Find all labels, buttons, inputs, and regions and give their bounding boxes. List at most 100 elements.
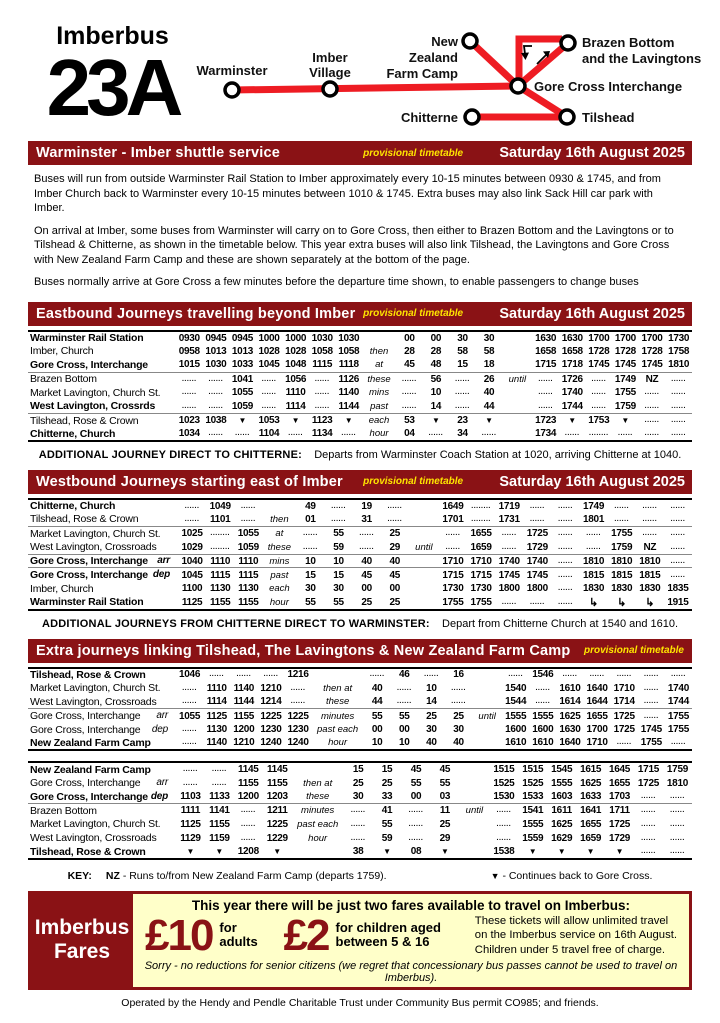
time-cell: ......: [240, 807, 256, 815]
until-cell: [502, 427, 532, 441]
time-cell: ......: [642, 502, 658, 510]
time-cell: 1625: [559, 710, 581, 722]
time-cell: ......: [261, 389, 277, 397]
time-cell: 1815: [639, 569, 661, 581]
westbound-note: ADDITIONAL JOURNEYS FROM CHITTERNE DIREC…: [28, 618, 692, 630]
station-cell: Brazen Bottom: [30, 373, 97, 386]
time-cell: ......: [579, 540, 608, 555]
time-cell: 1045: [181, 569, 203, 581]
time-cell: ......: [523, 512, 552, 528]
until-cell: [472, 737, 502, 751]
time-cell: ......: [558, 571, 573, 579]
stop-marker-gore-cross: [509, 77, 527, 95]
westbound-timetable: Chitterne, Church...... 1049...... 49.....…: [28, 497, 692, 611]
time-cell: ↳: [645, 596, 655, 609]
until-cell: [472, 668, 502, 682]
time-cell: 1129: [180, 832, 201, 844]
time-cell: 1755: [470, 596, 492, 608]
time-cell: ......: [178, 512, 207, 528]
time-cell: ▼: [186, 847, 195, 857]
time-cell: 1611: [551, 805, 572, 817]
timetable-row: Gore Cross, Interchange 1015 1030 1033 1045 1…: [28, 358, 692, 373]
word-cell: then: [369, 345, 389, 357]
time-cell: 0930: [178, 332, 200, 344]
time-cell: 1745: [498, 569, 520, 581]
time-cell: 1144: [230, 695, 258, 710]
time-cell: ......: [558, 585, 573, 593]
station-cell: Gore Cross, Interchange dep: [30, 569, 170, 582]
provisional-label: provisional timetable: [583, 645, 684, 657]
fares-info-line3: Children under 5 travel free of charge.: [474, 943, 666, 956]
timetable-row: Tilshead, Rose & Crown ▼ ▼ 1208 ▼ 38 ▼ 08 ▼ 1538 ▼…: [28, 845, 692, 859]
route-number: 23A: [46, 43, 184, 132]
timetable-row: Imber, Church 1100 1130 1130 each 30 30 00 00 173…: [28, 582, 692, 596]
time-cell: 1625: [580, 777, 602, 789]
time-cell: ......: [562, 671, 578, 679]
word-cell: past each: [317, 724, 359, 736]
time-cell: 59: [324, 540, 353, 555]
time-cell: 18: [475, 358, 503, 373]
time-cell: 40: [483, 387, 495, 399]
time-cell: ......: [183, 779, 198, 787]
time-cell: 1115: [210, 569, 231, 581]
time-cell: 1555: [532, 710, 554, 722]
time-cell: 1059: [229, 399, 256, 414]
map-label-brazen-line2: and the Lavingtons: [582, 51, 701, 66]
time-cell: 14: [417, 695, 445, 710]
time-cell: ......: [183, 766, 198, 774]
time-cell: 1755: [640, 737, 662, 749]
time-cell: 15: [305, 569, 316, 581]
word-cell: mins: [262, 554, 297, 569]
word-cell: [262, 499, 296, 513]
time-cell: ......: [670, 834, 685, 842]
station-cell: Tilshead, Rose & Crown: [28, 512, 178, 528]
time-cell: 55: [410, 777, 422, 789]
until-cell: [472, 695, 503, 710]
time-cell: 00: [404, 332, 415, 344]
fares-info: These tickets will allow unlimited trave…: [475, 914, 677, 957]
time-cell: ......: [643, 712, 659, 720]
time-cell: ......: [529, 598, 545, 606]
eastbound-banner: Eastbound Journeys travelling beyond Imb…: [28, 301, 692, 326]
time-cell: ......: [396, 684, 412, 692]
time-cell: 1225: [266, 818, 288, 830]
operator-footer: Operated by the Hendy and Pendle Charita…: [121, 996, 599, 1009]
time-cell: ......: [314, 389, 330, 397]
note-label: ADDITIONAL JOURNEYS FROM CHITTERNE DIREC…: [41, 617, 430, 630]
time-cell: 1030: [311, 332, 333, 344]
time-cell: 1515: [493, 764, 515, 776]
time-cell: ......: [240, 502, 256, 510]
provisional-label: provisional timetable: [363, 308, 464, 320]
time-cell: 00: [371, 724, 383, 736]
time-cell: 1755: [611, 528, 633, 540]
fares-headline: This year there will be just two fares a…: [191, 897, 631, 913]
time-cell: 1538: [493, 846, 515, 858]
time-cell: ......: [644, 417, 660, 425]
time-cell: 1700: [614, 332, 636, 344]
time-cell: 55: [399, 710, 410, 722]
time-cell: 1055: [179, 710, 201, 722]
banner-title: Westbound Journeys starting east of Imbe…: [36, 473, 343, 490]
time-cell: ......: [671, 430, 686, 438]
word-cell: then at: [323, 682, 353, 694]
time-cell: ......: [663, 554, 692, 569]
time-cell: ......: [408, 807, 424, 815]
time-cell: 25: [426, 710, 437, 722]
provisional-label: provisional timetable: [363, 147, 464, 159]
time-cell: ......: [591, 375, 607, 383]
time-cell: ......: [408, 834, 424, 842]
stop-marker-chitterne: [463, 108, 481, 126]
time-cell: 1700: [588, 332, 610, 344]
timetable-row: West Lavington, Crossrds............ 1059…: [28, 399, 692, 414]
time-cell: ......: [240, 834, 256, 842]
time-cell: 41: [381, 805, 393, 817]
route-line-nz: [467, 38, 521, 89]
time-cell: 1030: [338, 332, 360, 344]
time-cell: 1034: [178, 428, 200, 440]
time-cell: 1655: [580, 818, 602, 830]
time-cell: 1703: [605, 789, 634, 805]
time-cell: 1055: [237, 528, 259, 540]
map-label-gore-cross: Gore Cross Interchange: [534, 79, 682, 94]
time-cell: 40: [371, 682, 383, 694]
banner-date: Saturday 16th August 2025: [499, 145, 685, 161]
